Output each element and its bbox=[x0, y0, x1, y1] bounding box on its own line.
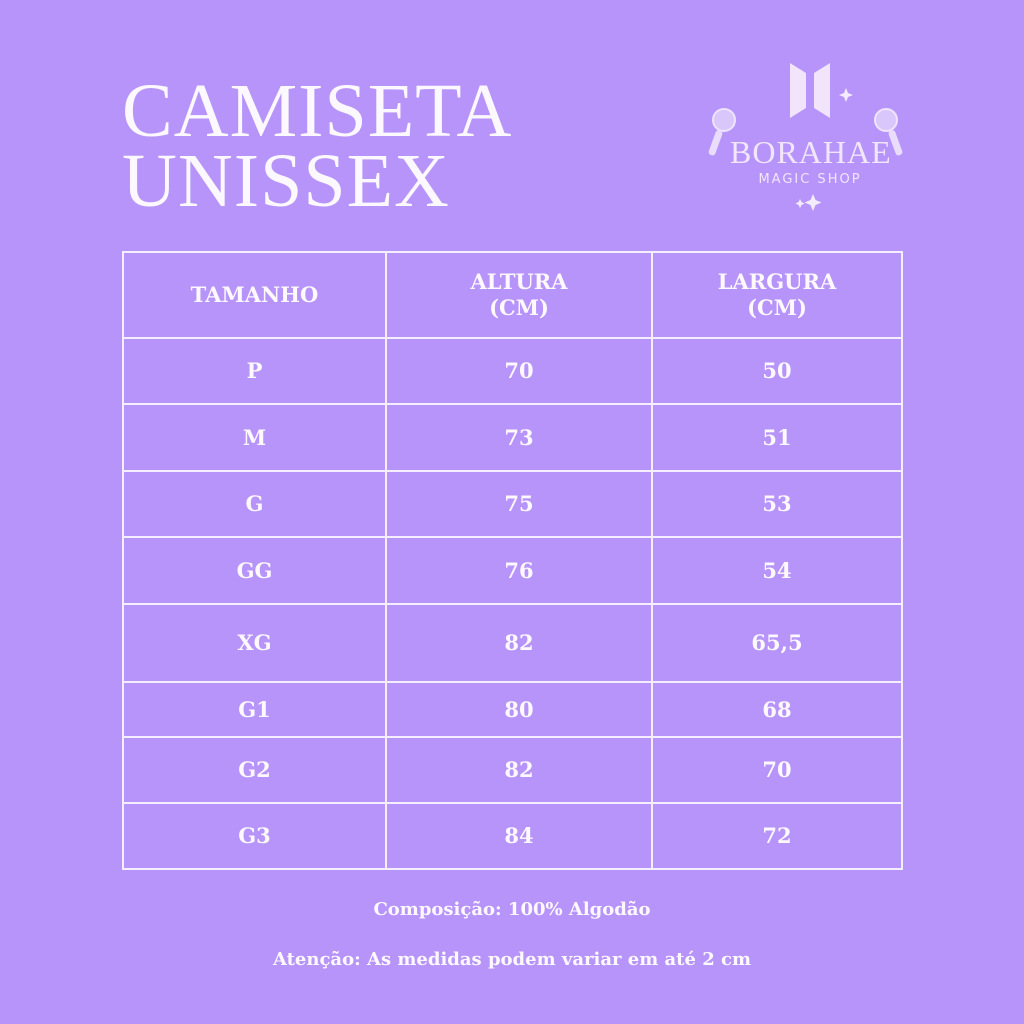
width-cell: 50 bbox=[651, 337, 903, 405]
page-title: CAMISETA UNISSEX bbox=[122, 69, 513, 223]
width-cell: 70 bbox=[651, 736, 903, 804]
title-line-2: UNISSEX bbox=[122, 139, 450, 223]
header-altura: ALTURA (CM) bbox=[385, 251, 653, 339]
width-cell: 68 bbox=[651, 681, 903, 738]
logo-brand: BORAHAE bbox=[730, 134, 892, 170]
table-row: G 75 53 bbox=[122, 470, 903, 538]
size-cell: GG bbox=[122, 536, 387, 605]
composition-text: Composição: 100% Algodão bbox=[373, 899, 651, 920]
size-cell: G bbox=[122, 470, 387, 538]
logo-graphic-icon bbox=[708, 63, 903, 211]
size-cell: G2 bbox=[122, 736, 387, 804]
width-cell: 53 bbox=[651, 470, 903, 538]
table-header-row: TAMANHO ALTURA (CM) LARGURA (CM) bbox=[122, 251, 903, 339]
height-cell: 82 bbox=[385, 603, 653, 683]
title-line-1: CAMISETA bbox=[122, 69, 513, 153]
size-cell: G3 bbox=[122, 802, 387, 870]
height-cell: 76 bbox=[385, 536, 653, 605]
size-table: TAMANHO ALTURA (CM) LARGURA (CM) P 70 50 M 73 5… bbox=[122, 251, 903, 870]
size-cell: M bbox=[122, 403, 387, 472]
header-largura: LARGURA (CM) bbox=[651, 251, 903, 339]
logo-subtitle: MAGIC SHOP bbox=[758, 172, 862, 187]
size-cell: P bbox=[122, 337, 387, 405]
width-cell: 72 bbox=[651, 802, 903, 870]
header-tamanho: TAMANHO bbox=[122, 251, 387, 339]
table-row: G2 82 70 bbox=[122, 736, 903, 804]
size-cell: G1 bbox=[122, 681, 387, 738]
height-cell: 73 bbox=[385, 403, 653, 472]
measurement-note: Atenção: As medidas podem variar em até … bbox=[272, 949, 752, 970]
brand-logo: BORAHAE MAGIC SHOP bbox=[700, 58, 920, 218]
width-cell: 51 bbox=[651, 403, 903, 472]
table-row: G1 80 68 bbox=[122, 681, 903, 738]
table-row: G3 84 72 bbox=[122, 802, 903, 870]
width-cell: 65,5 bbox=[651, 603, 903, 683]
height-cell: 82 bbox=[385, 736, 653, 804]
height-cell: 80 bbox=[385, 681, 653, 738]
height-cell: 84 bbox=[385, 802, 653, 870]
size-cell: XG bbox=[122, 603, 387, 683]
table-row: XG 82 65,5 bbox=[122, 603, 903, 683]
table-row: P 70 50 bbox=[122, 337, 903, 405]
height-cell: 75 bbox=[385, 470, 653, 538]
table-row: M 73 51 bbox=[122, 403, 903, 472]
table-row: GG 76 54 bbox=[122, 536, 903, 605]
height-cell: 70 bbox=[385, 337, 653, 405]
width-cell: 54 bbox=[651, 536, 903, 605]
